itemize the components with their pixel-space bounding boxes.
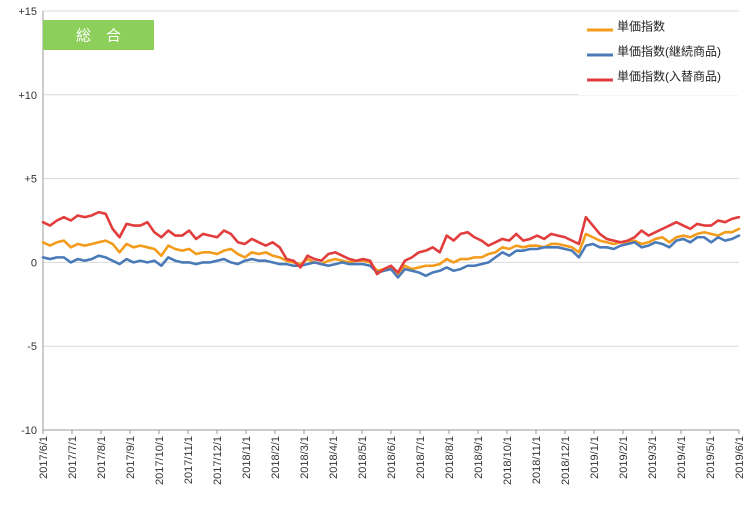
x-tick-label: 2019/1/1 <box>589 436 601 479</box>
y-tick-label: -10 <box>21 425 37 437</box>
y-tick-label: +15 <box>18 6 37 18</box>
x-tick-label: 2019/4/1 <box>676 436 688 479</box>
x-tick-label: 2018/4/1 <box>328 436 340 479</box>
series-line-2 <box>41 234 741 279</box>
x-tick-label: 2017/7/1 <box>67 436 79 479</box>
y-tick-label: +5 <box>24 174 37 186</box>
x-tick-label: 2017/10/1 <box>154 436 166 485</box>
x-tick-label: 2018/1/1 <box>241 436 253 479</box>
x-tick-label: 2018/2/1 <box>270 436 282 479</box>
series-lines <box>41 210 741 279</box>
y-tick-labels: +15 +10 +5 0 -5 -10 <box>18 6 37 437</box>
series-line-3 <box>41 210 741 276</box>
x-tick-label: 2018/10/1 <box>502 436 514 485</box>
x-tick-label: 2018/6/1 <box>386 436 398 479</box>
x-tick-label: 2017/9/1 <box>125 436 137 479</box>
x-tick-label: 2018/7/1 <box>415 436 427 479</box>
x-tick-label: 2018/9/1 <box>473 436 485 479</box>
legend-label-3: 単価指数(入替商品) <box>617 69 721 84</box>
badge-label: 総 合 <box>76 28 121 45</box>
legend-label-1: 単価指数 <box>617 19 665 34</box>
x-tick-label: 2019/2/1 <box>618 436 630 479</box>
x-tick-label: 2019/3/1 <box>647 436 659 479</box>
x-tick-label: 2018/11/1 <box>531 436 543 484</box>
y-tick-label: +10 <box>18 90 37 102</box>
y-tick-label: -5 <box>27 341 37 353</box>
x-tick-label: 2018/5/1 <box>357 436 369 479</box>
x-tick-label: 2018/8/1 <box>444 436 456 479</box>
x-tick-label: 2017/11/1 <box>183 436 195 484</box>
y-tick-label: 0 <box>31 257 37 269</box>
x-tick-label: 2018/12/1 <box>560 436 572 485</box>
x-tick-label: 2017/12/1 <box>212 436 224 485</box>
x-tick-label: 2018/3/1 <box>299 436 311 479</box>
x-tick-label: 2019/5/1 <box>705 436 717 479</box>
axes <box>42 11 740 434</box>
x-tick-labels: 2017/6/1 2017/7/1 2017/8/1 2017/9/1 2017/10/… <box>38 436 745 485</box>
legend-label-2: 単価指数(継続商品) <box>617 44 721 59</box>
badge-background <box>43 20 154 50</box>
x-tick-label: 2017/6/1 <box>38 436 50 479</box>
x-tick-label: 2019/6/1 <box>734 436 745 479</box>
x-tick-label: 2017/8/1 <box>96 436 108 479</box>
chart-title-badge: 総 合 <box>43 20 154 50</box>
